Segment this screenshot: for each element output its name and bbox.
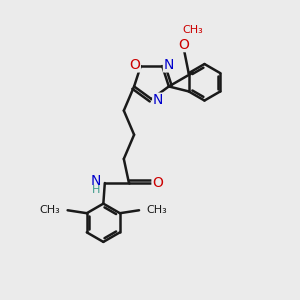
Text: H: H bbox=[92, 185, 100, 195]
Text: N: N bbox=[164, 58, 174, 72]
Text: CH₃: CH₃ bbox=[146, 205, 167, 215]
Text: CH₃: CH₃ bbox=[40, 205, 60, 215]
Text: O: O bbox=[152, 176, 163, 190]
Text: N: N bbox=[153, 93, 163, 107]
Text: N: N bbox=[91, 174, 101, 188]
Text: O: O bbox=[129, 58, 140, 72]
Text: CH₃: CH₃ bbox=[183, 26, 203, 35]
Text: O: O bbox=[178, 38, 189, 52]
